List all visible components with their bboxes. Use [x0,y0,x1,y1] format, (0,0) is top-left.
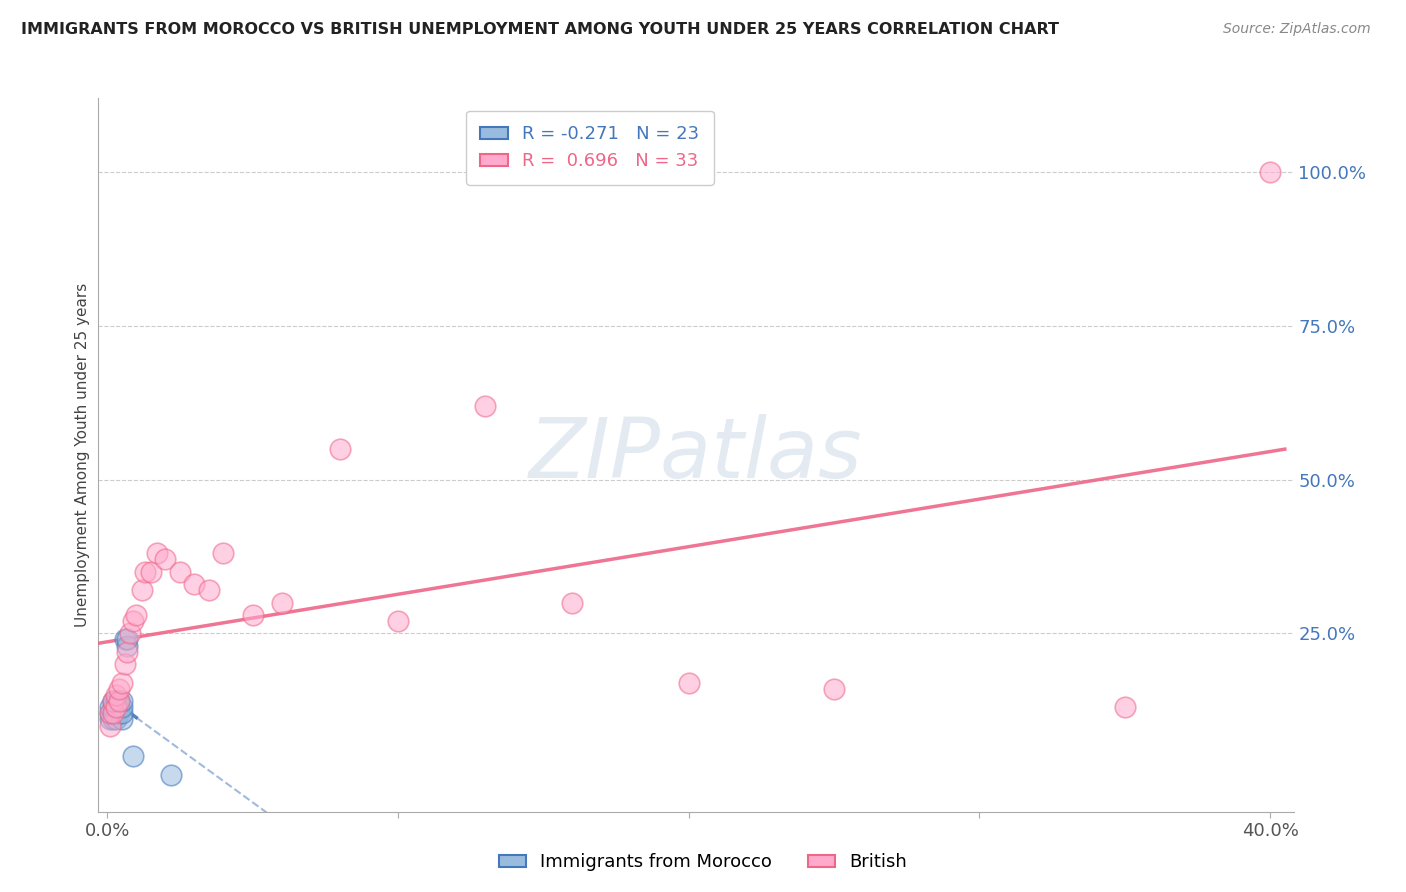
Point [212,546,235,560]
Point [101,706,124,721]
Point [98,700,121,714]
Point [101,713,124,727]
Point [98,718,121,732]
Point [104,688,127,702]
Point [98,713,121,727]
Point [329,442,352,456]
Point [169,565,191,579]
Point [104,700,127,714]
Point [117,632,139,647]
Point [125,607,148,622]
Point [387,614,409,628]
Point [1258,165,1281,179]
Point [117,639,139,653]
Point [160,768,183,782]
Point [183,577,205,591]
Point [122,614,145,628]
Point [678,675,700,690]
Point [101,700,124,714]
Point [101,694,124,708]
Legend: Immigrants from Morocco, British: Immigrants from Morocco, British [491,847,915,879]
Point [101,706,124,721]
Point [1114,700,1136,714]
Point [107,700,129,714]
Point [270,596,292,610]
Point [107,681,129,696]
Point [104,694,127,708]
Point [139,565,162,579]
Point [107,694,129,708]
Point [98,706,121,721]
Point [120,626,142,640]
Point [104,700,127,714]
Point [823,681,845,696]
Point [122,749,145,764]
Y-axis label: Unemployment Among Youth under 25 years: Unemployment Among Youth under 25 years [75,283,90,627]
Point [111,675,134,690]
Point [107,694,129,708]
Point [198,583,221,598]
Point [101,694,124,708]
Point [111,706,134,721]
Point [111,700,134,714]
Point [145,546,167,560]
Point [474,399,496,413]
Point [242,607,264,622]
Point [107,706,129,721]
Point [104,713,127,727]
Point [98,706,121,721]
Point [561,596,583,610]
Text: ZIPatlas: ZIPatlas [529,415,863,495]
Point [111,713,134,727]
Point [114,657,136,671]
Point [131,583,153,598]
Text: Source: ZipAtlas.com: Source: ZipAtlas.com [1223,22,1371,37]
Point [104,706,127,721]
Text: IMMIGRANTS FROM MOROCCO VS BRITISH UNEMPLOYMENT AMONG YOUTH UNDER 25 YEARS CORRE: IMMIGRANTS FROM MOROCCO VS BRITISH UNEMP… [21,22,1059,37]
Point [111,694,134,708]
Point [117,645,139,659]
Legend: R = -0.271   N = 23, R =  0.696   N = 33: R = -0.271 N = 23, R = 0.696 N = 33 [465,111,713,185]
Point [155,552,177,566]
Point [134,565,156,579]
Point [114,632,136,647]
